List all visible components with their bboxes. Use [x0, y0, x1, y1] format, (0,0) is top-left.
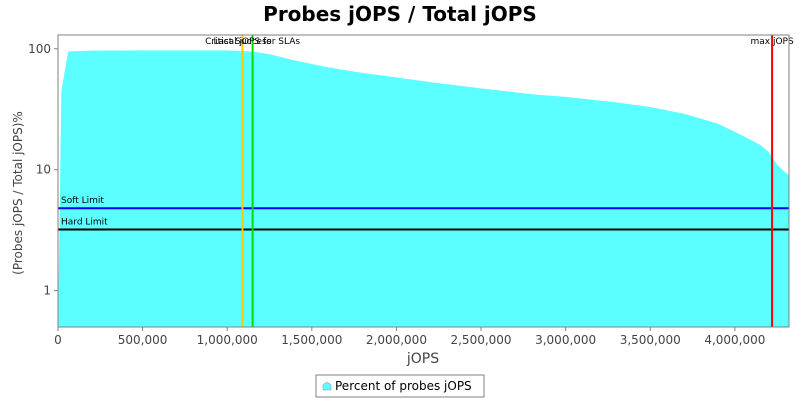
legend-swatch-0 — [322, 382, 332, 391]
x-tick-label-2: 1,000,000 — [197, 333, 258, 347]
legend-label-0: Percent of probes jOPS — [335, 379, 472, 393]
plot-area: Soft Limit Hard Limit Last SuccessCritical… — [28, 34, 794, 347]
x-tick-label-8: 4,000,000 — [704, 333, 765, 347]
marker-label-1: Critical jOPS for SLAs — [205, 37, 300, 47]
x-tick-label-4: 2,000,000 — [366, 333, 427, 347]
x-tick-label-5: 2,500,000 — [450, 333, 511, 347]
marker-label-0: Last Success — [214, 37, 272, 47]
marker-label-2: max jOPS — [750, 37, 793, 47]
series-area-0 — [58, 50, 789, 328]
x-tick-label-6: 3,000,000 — [535, 333, 596, 347]
limit-label-1: Hard Limit — [61, 218, 108, 228]
x-tick-label-1: 500,000 — [118, 333, 168, 347]
y-tick-label-1: 10 — [36, 163, 51, 177]
x-tick-label-3: 1,500,000 — [281, 333, 342, 347]
y-tick-label-0: 1 — [43, 284, 51, 298]
legend: Percent of probes jOPS — [315, 374, 485, 398]
x-axis-label: jOPS — [406, 351, 439, 367]
chart-title: Probes jOPS / Total jOPS — [263, 2, 537, 26]
plot-border — [57, 34, 790, 328]
y-tick-label-2: 100 — [28, 42, 51, 56]
legend-box — [315, 374, 485, 398]
x-tick-label-7: 3,500,000 — [620, 333, 681, 347]
y-axis-label: (Probes jOPS / Total jOPS)% — [11, 111, 25, 275]
x-tick-label-0: 0 — [54, 333, 62, 347]
limit-label-0: Soft Limit — [61, 196, 104, 206]
